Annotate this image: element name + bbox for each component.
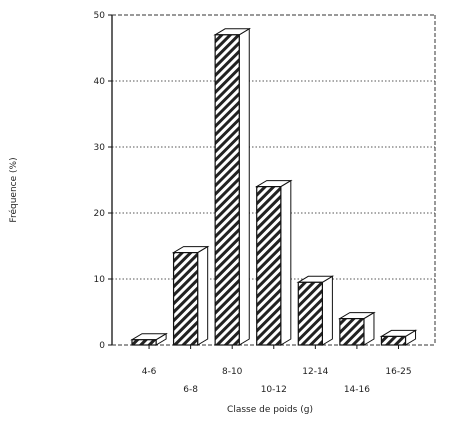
x-tick-label: 8-10 <box>222 367 243 377</box>
bar-side <box>280 179 292 346</box>
y-tick-label: 40 <box>94 77 106 87</box>
bar-front <box>214 34 240 346</box>
bar <box>296 275 335 346</box>
y-tick-label: 0 <box>99 341 105 351</box>
bar <box>213 27 252 346</box>
bar <box>379 329 418 346</box>
bar <box>171 245 210 346</box>
y-tick-label: 10 <box>94 275 106 285</box>
bar <box>254 179 293 346</box>
x-tick-label: 10-12 <box>261 385 287 395</box>
x-tick-label: 16-25 <box>385 367 411 377</box>
bar-front <box>256 186 282 346</box>
x-tick-label: 14-16 <box>344 385 370 395</box>
bar-side <box>197 245 209 346</box>
bar-side <box>321 275 333 346</box>
x-tick-label: 12-14 <box>302 367 328 377</box>
x-tick-label: 4-6 <box>142 367 157 377</box>
bar-front <box>339 318 365 346</box>
tick-labels: 0 10 20 30 40 50 4-6 6-8 8-10 10-12 12-14 14-16 16-2… <box>94 11 412 395</box>
x-axis-title: Classe de poids (g) <box>227 405 313 415</box>
bar-front <box>131 339 157 346</box>
bar-front <box>172 252 199 346</box>
bars <box>130 27 418 346</box>
y-axis-title: Fréquence (%) <box>8 157 19 222</box>
bar <box>338 311 376 346</box>
y-tick-label: 50 <box>94 11 106 21</box>
y-tick-label: 20 <box>94 209 106 219</box>
bar-front <box>297 281 323 346</box>
bar-front <box>380 335 407 346</box>
bar-side <box>238 27 250 346</box>
x-tick-label: 6-8 <box>183 385 198 395</box>
y-tick-label: 30 <box>94 143 106 153</box>
axes <box>108 14 436 349</box>
bar <box>130 332 168 346</box>
